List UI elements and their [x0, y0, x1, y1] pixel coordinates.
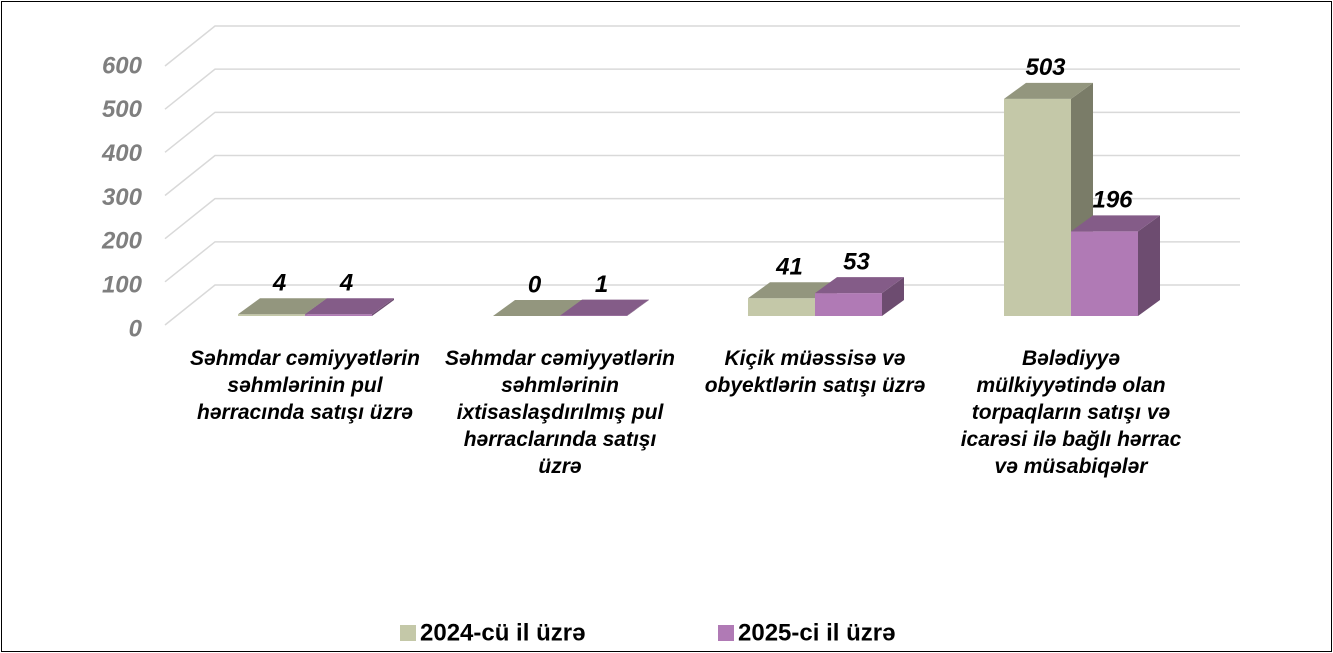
x-tick-label: Bələdiyyə mülkiyyətində olan torpaqların… — [960, 347, 1182, 478]
bar-top — [815, 277, 904, 294]
value-label: 4 — [272, 270, 286, 297]
x-tick-label: Səhmdar cəmiyyətlərin səhmlərinin pul hə… — [190, 347, 420, 424]
value-label: 196 — [1092, 187, 1133, 214]
bar — [238, 314, 305, 316]
legend-swatch — [718, 625, 734, 641]
legend-label: 2025-ci il üzrə — [738, 619, 895, 646]
bar-top — [560, 299, 649, 316]
grid-line — [164, 154, 1240, 197]
bar-top — [305, 298, 394, 315]
bar-side — [882, 277, 904, 316]
legend-label: 2024-cü il üzrə — [420, 619, 585, 646]
value-label: 1 — [595, 271, 608, 298]
value-label: 41 — [775, 254, 803, 281]
y-tick-label: 300 — [102, 184, 143, 211]
bar — [1071, 231, 1138, 316]
bar-top — [493, 300, 582, 316]
bar-top — [1071, 215, 1160, 232]
x-tick-label: Kiçik müəssisə və obyektlərin satışı üzr… — [704, 347, 926, 397]
bar-top — [1004, 82, 1093, 99]
y-tick-label: 100 — [102, 272, 143, 299]
y-tick-label: 400 — [101, 140, 143, 167]
bar-side — [1138, 215, 1160, 316]
value-label: 4 — [339, 270, 353, 297]
y-tick-label: 600 — [102, 52, 143, 79]
legend-swatch — [400, 625, 416, 641]
y-tick-label: 500 — [102, 96, 143, 123]
x-tick-label: Səhmdar cəmiyyətlərin səhmlərinin ixtisa… — [445, 347, 675, 478]
grid-line — [164, 111, 1240, 153]
bar — [748, 298, 815, 316]
y-tick-label: 200 — [101, 228, 143, 255]
grid-line — [164, 25, 1240, 67]
value-label: 53 — [843, 248, 870, 275]
grid-line — [164, 241, 1240, 283]
value-label: 503 — [1025, 54, 1066, 81]
bar-top — [748, 282, 837, 299]
bar-side — [372, 298, 394, 316]
bar — [1004, 98, 1071, 316]
grid-line — [164, 68, 1240, 110]
bar-side — [627, 299, 649, 316]
bar — [305, 314, 372, 316]
bar — [815, 293, 882, 316]
bar-top — [238, 298, 327, 315]
grid-line — [164, 197, 1240, 240]
y-tick-label: 0 — [129, 315, 143, 342]
value-label: 0 — [528, 271, 542, 298]
